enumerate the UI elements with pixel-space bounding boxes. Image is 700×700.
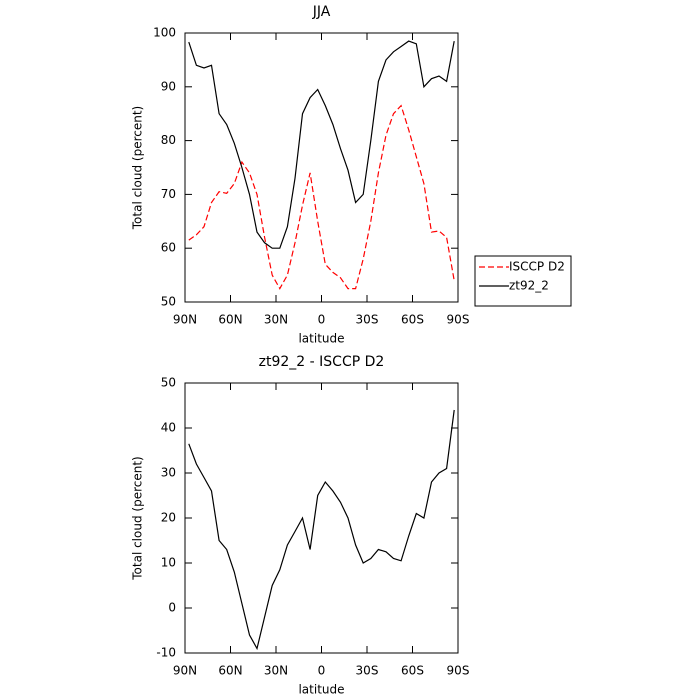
y-tick-label: 100 <box>153 26 176 40</box>
x-tick-label: 30N <box>264 664 288 678</box>
y-axis-label: Total cloud (percent) <box>131 456 145 580</box>
plot-frame <box>184 32 459 303</box>
legend: ISCCP D2 zt92_2 <box>474 255 572 307</box>
y-tick-label: -10 <box>156 646 176 660</box>
data-line <box>188 104 455 290</box>
data-line <box>188 409 455 651</box>
chart-panel: zt92_2 - ISCCP D2 90N 60N 30N 0 30S 60S 90S -10 0… <box>131 354 470 697</box>
y-tick-label: 30 <box>161 466 176 480</box>
x-tick-label: 90N <box>173 664 197 678</box>
chart-title: zt92_2 - ISCCP D2 <box>259 354 385 370</box>
y-tick-label: 50 <box>161 295 176 309</box>
x-tick-label: 60N <box>218 313 242 327</box>
chart-panel: JJA 90N 60N 30N 0 30S 60S 90S 50 60 70 80 90 100 latit… <box>131 4 572 346</box>
x-tick-label: 90S <box>447 313 470 327</box>
y-tick-label: 20 <box>161 511 176 525</box>
x-tick-label: 60S <box>401 313 424 327</box>
y-tick-label: 10 <box>161 556 176 570</box>
x-tick-label: 30N <box>264 313 288 327</box>
x-tick-label: 0 <box>318 664 326 678</box>
y-axis-label: Total cloud (percent) <box>131 106 145 230</box>
legend-box <box>474 255 572 307</box>
legend-label: zt92_2 <box>509 279 549 293</box>
plot-frame <box>184 382 459 654</box>
legend-label: ISCCP D2 <box>509 260 565 274</box>
x-tick-label: 60S <box>401 664 424 678</box>
x-tick-label: 90S <box>447 664 470 678</box>
y-tick-label: 60 <box>161 241 176 255</box>
x-axis-label: latitude <box>298 332 344 346</box>
data-line <box>188 40 455 249</box>
x-tick-label: 30S <box>356 313 379 327</box>
y-tick-label: 80 <box>161 133 176 147</box>
y-tick-label: 0 <box>168 601 176 615</box>
y-tick-label: 40 <box>161 421 176 435</box>
y-tick-label: 50 <box>161 376 176 390</box>
y-tick-label: 70 <box>161 187 176 201</box>
x-axis-label: latitude <box>298 683 344 697</box>
chart-title: JJA <box>312 4 331 20</box>
x-tick-label: 30S <box>356 664 379 678</box>
x-tick-label: 0 <box>318 313 326 327</box>
x-tick-label: 90N <box>173 313 197 327</box>
y-tick-label: 90 <box>161 79 176 93</box>
x-tick-label: 60N <box>218 664 242 678</box>
